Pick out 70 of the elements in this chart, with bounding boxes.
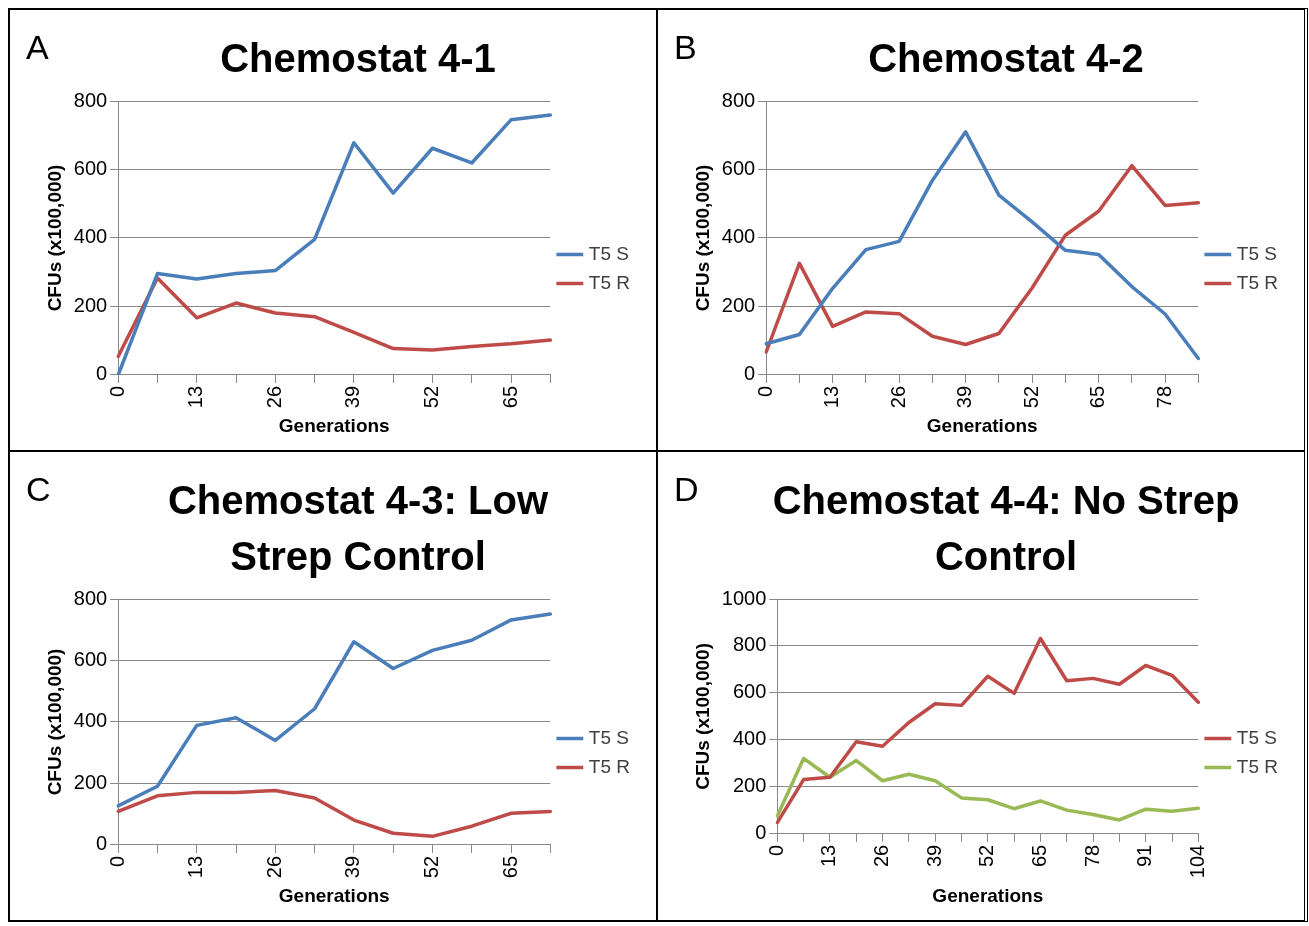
- chart-title: Chemostat 4-1: [219, 35, 497, 82]
- y-tick-label: 600: [732, 680, 767, 703]
- x-axis-title: Generations: [278, 414, 390, 436]
- x-tick-label: 26: [262, 385, 285, 409]
- x-axis-title: Generations: [926, 414, 1038, 436]
- y-tick-label: 800: [721, 88, 756, 111]
- x-tick-label: 91: [1133, 844, 1156, 868]
- text: D: [674, 470, 699, 509]
- x-tick-label: 0: [105, 855, 128, 868]
- legend-label: T5 R: [1236, 755, 1279, 777]
- y-axis-title: CFUs (x100,000): [691, 164, 713, 312]
- x-tick-label: 65: [498, 385, 521, 409]
- y-tick-label: 200: [721, 293, 756, 316]
- y-tick-label: 200: [73, 293, 108, 316]
- x-tick-label: 65: [1086, 385, 1109, 409]
- text: A: [26, 28, 49, 67]
- x-tick-label: 39: [953, 385, 976, 409]
- x-tick-label: 104: [1185, 844, 1208, 879]
- x-tick-label: 26: [262, 855, 285, 879]
- x-tick-label: 13: [184, 855, 207, 879]
- chart-title: Chemostat 4-2: [867, 35, 1145, 82]
- y-tick-label: 0: [755, 821, 767, 844]
- legend-label: T5 R: [588, 755, 631, 777]
- legend-label: T5 R: [588, 271, 631, 293]
- legend-label: T5 S: [1236, 726, 1277, 748]
- x-tick-label: 0: [764, 844, 787, 856]
- y-tick-label: 800: [73, 586, 108, 609]
- x-tick-label: 78: [1152, 385, 1175, 409]
- x-tick-label: 78: [1080, 844, 1103, 868]
- x-tick-label: 65: [1027, 844, 1050, 868]
- text: C: [26, 470, 51, 509]
- x-tick-label: 52: [419, 385, 442, 409]
- legend-label: T5 R: [1236, 271, 1279, 293]
- x-tick-label: 0: [105, 385, 128, 398]
- x-tick-label: 39: [922, 844, 945, 868]
- text: B: [674, 28, 697, 67]
- x-tick-label: 13: [820, 385, 843, 409]
- y-tick-label: 1000: [721, 586, 767, 609]
- y-tick-label: 400: [73, 709, 108, 732]
- x-tick-label: 26: [886, 385, 909, 409]
- y-tick-label: 200: [732, 774, 767, 797]
- x-tick-label: 65: [498, 855, 521, 879]
- y-axis-title: CFUs (x100,000): [43, 164, 65, 312]
- x-tick-label: 13: [817, 844, 840, 868]
- y-axis-title: CFUs (x100,000): [43, 648, 65, 796]
- x-tick-label: 39: [341, 385, 364, 409]
- x-tick-label: 0: [753, 385, 776, 398]
- y-tick-label: 800: [732, 633, 767, 656]
- chart-title: Chemostat 4-3: Low Strep Control: [166, 477, 549, 580]
- y-tick-label: 600: [73, 648, 108, 670]
- legend-label: T5 S: [588, 726, 629, 748]
- x-tick-label: 52: [419, 855, 442, 879]
- y-tick-label: 600: [721, 157, 756, 179]
- x-axis-title: Generations: [278, 884, 390, 906]
- x-axis-title: Generations: [932, 884, 1044, 906]
- legend-label: T5 S: [588, 242, 629, 264]
- x-tick-label: 52: [1019, 385, 1042, 409]
- x-tick-label: 26: [870, 844, 893, 868]
- y-tick-label: 200: [73, 770, 108, 793]
- chart-title: Chemostat 4-4: No Strep Control: [771, 477, 1241, 580]
- y-tick-label: 600: [73, 157, 108, 179]
- y-tick-label: 400: [73, 225, 108, 248]
- y-tick-label: 800: [73, 88, 108, 111]
- x-tick-label: 13: [184, 385, 207, 409]
- x-tick-label: 39: [341, 855, 364, 879]
- y-axis-title: CFUs (x100,000): [691, 643, 713, 790]
- x-tick-label: 52: [975, 844, 998, 868]
- y-tick-label: 400: [721, 225, 756, 248]
- legend-label: T5 S: [1236, 242, 1277, 264]
- y-tick-label: 400: [732, 727, 767, 750]
